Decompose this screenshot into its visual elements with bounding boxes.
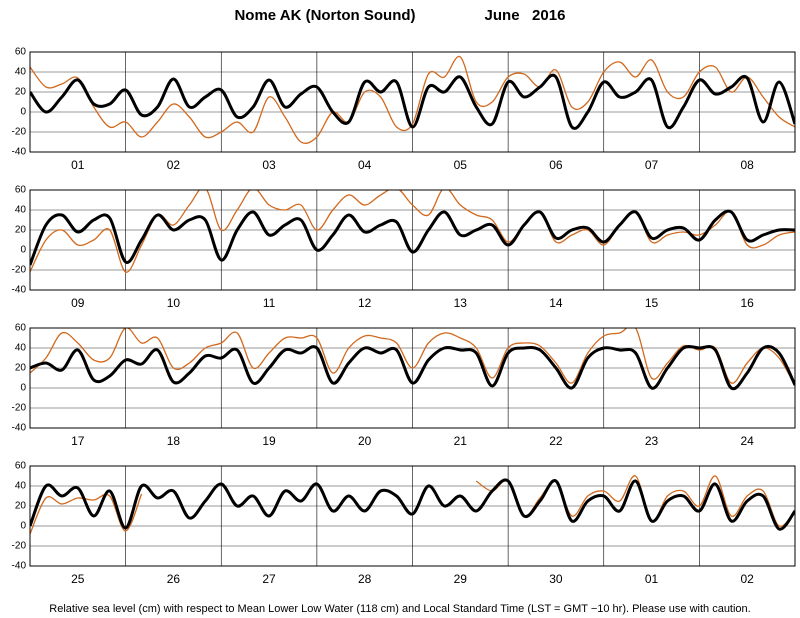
series-line — [30, 55, 795, 144]
x-tick-label: 12 — [358, 296, 372, 310]
series-line — [30, 73, 795, 130]
y-tick-label: 20 — [15, 501, 27, 512]
x-tick-label: 08 — [741, 158, 755, 172]
y-tick-label: 20 — [15, 363, 27, 374]
x-tick-label: 02 — [167, 158, 181, 172]
x-tick-label: 05 — [454, 158, 468, 172]
y-tick-label: 20 — [15, 225, 27, 236]
y-tick-label: 60 — [15, 461, 27, 472]
x-tick-label: 13 — [454, 296, 468, 310]
x-tick-label: 01 — [71, 158, 85, 172]
x-tick-label: 29 — [454, 572, 468, 586]
x-tick-label: 23 — [645, 434, 659, 448]
y-tick-label: -40 — [12, 285, 27, 296]
x-tick-label: 19 — [262, 434, 276, 448]
y-tick-label: 0 — [20, 245, 26, 256]
x-tick-label: 10 — [167, 296, 181, 310]
y-tick-label: -40 — [12, 423, 27, 434]
chart-title: Nome AK (Norton Sound) — [234, 7, 415, 24]
x-tick-label: 06 — [549, 158, 563, 172]
series-line — [30, 344, 795, 391]
x-tick-label: 21 — [454, 434, 468, 448]
x-tick-label: 03 — [262, 158, 276, 172]
x-tick-label: 27 — [262, 572, 276, 586]
y-tick-label: 0 — [20, 107, 26, 118]
plot-area — [30, 475, 795, 535]
y-tick-label: 60 — [15, 323, 27, 334]
x-tick-label: 20 — [358, 434, 372, 448]
y-tick-label: -40 — [12, 147, 27, 158]
x-tick-label: 28 — [358, 572, 372, 586]
x-tick-label: 11 — [263, 296, 276, 310]
x-tick-label: 04 — [358, 158, 372, 172]
x-tick-label: 14 — [549, 296, 563, 310]
series-line — [30, 328, 795, 387]
x-tick-label: 07 — [645, 158, 659, 172]
x-tick-label: 30 — [549, 572, 563, 586]
x-tick-label: 22 — [549, 434, 563, 448]
x-tick-label: 18 — [167, 434, 181, 448]
y-tick-label: 60 — [15, 185, 27, 196]
y-tick-label: 20 — [15, 87, 27, 98]
panel-frame — [29, 51, 796, 153]
y-tick-label: -20 — [12, 403, 27, 414]
y-tick-label: 0 — [20, 383, 26, 394]
y-tick-label: -20 — [12, 541, 27, 552]
y-tick-label: 40 — [15, 205, 27, 216]
x-tick-label: 26 — [167, 572, 181, 586]
x-tick-label: 25 — [71, 572, 85, 586]
y-tick-label: -40 — [12, 561, 27, 572]
y-tick-label: -20 — [12, 127, 27, 138]
plot-area — [30, 55, 795, 144]
chart-date: June 2016 — [485, 7, 566, 24]
y-tick-label: 40 — [15, 481, 27, 492]
y-tick-label: 40 — [15, 343, 27, 354]
y-tick-label: 0 — [20, 521, 26, 532]
x-tick-label: 02 — [741, 572, 755, 586]
x-tick-label: 16 — [741, 296, 755, 310]
series-line — [30, 209, 795, 266]
x-tick-label: 09 — [71, 296, 85, 310]
x-tick-label: 17 — [71, 434, 85, 448]
x-tick-label: 15 — [645, 296, 659, 310]
y-tick-label: -20 — [12, 265, 27, 276]
panel-frame — [29, 189, 796, 291]
plot-area — [30, 190, 795, 273]
y-tick-label: 40 — [15, 67, 27, 78]
y-tick-label: 60 — [15, 47, 27, 58]
x-tick-label: 24 — [741, 434, 755, 448]
x-tick-label: 01 — [645, 572, 659, 586]
footnote: Relative sea level (cm) with respect to … — [49, 603, 750, 615]
plot-area — [30, 328, 795, 391]
series-line — [30, 478, 795, 531]
panel-frame — [29, 465, 796, 567]
panel-frame — [29, 327, 796, 429]
